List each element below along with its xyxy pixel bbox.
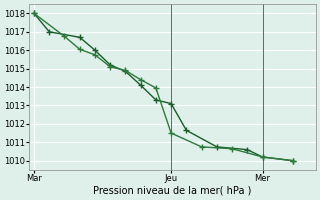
- X-axis label: Pression niveau de la mer( hPa ): Pression niveau de la mer( hPa ): [93, 186, 252, 196]
